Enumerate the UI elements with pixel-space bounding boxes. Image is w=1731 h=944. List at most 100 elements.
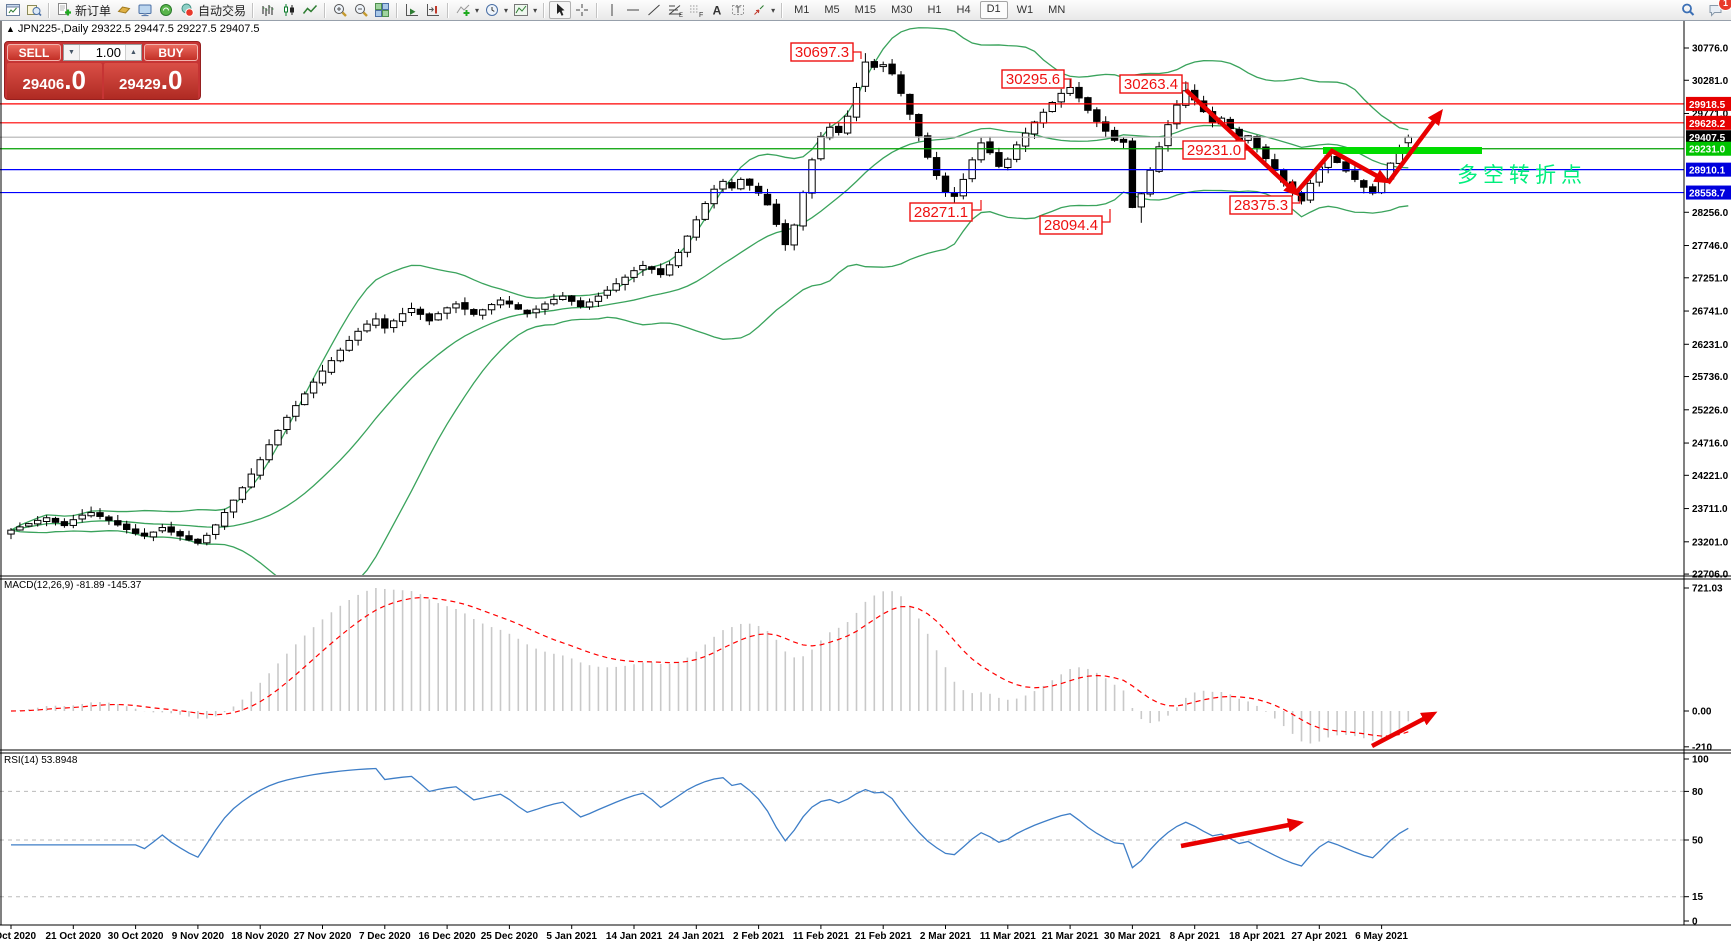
bar-chart-icon: [262, 5, 274, 16]
svg-text:28558.7: 28558.7: [1689, 189, 1726, 200]
templates-button[interactable]: ▾: [511, 1, 539, 19]
signal-button[interactable]: [156, 1, 176, 19]
signal-icon: [160, 4, 173, 16]
svg-text:30263.4: 30263.4: [1124, 76, 1178, 93]
terminal-button[interactable]: [135, 1, 155, 19]
arrows-tool-button[interactable]: ▾: [749, 1, 777, 19]
search-button[interactable]: [1678, 1, 1698, 19]
horizontal-line-tool-button[interactable]: [623, 1, 643, 19]
zoom-in-button[interactable]: [330, 1, 350, 19]
timeframe-m15[interactable]: M15: [854, 4, 877, 16]
chart-shift-button[interactable]: [423, 1, 443, 19]
svg-text:27 Nov 2020: 27 Nov 2020: [294, 931, 352, 942]
svg-text:24221.0: 24221.0: [1692, 471, 1729, 482]
profiles-button[interactable]: [24, 1, 44, 19]
svg-text:11 Mar 2021: 11 Mar 2021: [980, 931, 1037, 942]
cursor-tool-button[interactable]: [549, 1, 572, 19]
text-label-tool-button[interactable]: T: [728, 1, 748, 19]
tile-windows-button[interactable]: [372, 1, 392, 19]
indicators-icon: [456, 4, 470, 16]
volume-decrease-button[interactable]: ▼: [64, 45, 80, 60]
new-chart-button[interactable]: [3, 1, 23, 19]
timeframe-m5[interactable]: M5: [824, 4, 840, 16]
grid-tool-button[interactable]: F: [686, 1, 706, 19]
volume-increase-button[interactable]: ▲: [125, 45, 141, 60]
buy-price[interactable]: 29429.0: [103, 63, 198, 99]
svg-text:2 Mar 2021: 2 Mar 2021: [920, 931, 972, 942]
svg-text:23201.0: 23201.0: [1692, 537, 1729, 548]
buy-button[interactable]: BUY: [144, 44, 198, 61]
line-chart-button[interactable]: [300, 1, 320, 19]
svg-text:27251.0: 27251.0: [1692, 273, 1729, 284]
buy-price-pips: .0: [160, 65, 183, 95]
timeframe-h1[interactable]: H1: [927, 4, 942, 16]
svg-text:0: 0: [1692, 917, 1698, 928]
periods-button[interactable]: ▾: [482, 1, 510, 19]
svg-text:T: T: [735, 5, 741, 15]
new-order-icon: [58, 3, 71, 16]
rsi-indicator-label: RSI(14) 53.8948: [4, 755, 78, 766]
auto-scroll-button[interactable]: [402, 1, 422, 19]
svg-text:30697.3: 30697.3: [795, 44, 849, 61]
svg-text:28375.3: 28375.3: [1234, 197, 1288, 214]
svg-text:25 Dec 2020: 25 Dec 2020: [481, 931, 539, 942]
fibonacci-tool-button[interactable]: E: [665, 1, 685, 19]
macd-indicator-label: MACD(12,26,9) -81.89 -145.37: [4, 580, 142, 591]
svg-text:16 Dec 2020: 16 Dec 2020: [418, 931, 476, 942]
candlestick-chart-button[interactable]: [279, 1, 299, 19]
one-click-trade-panel: SELL ▼ 1.00 ▲ BUY 29406.0 29429.0: [4, 41, 201, 100]
chart-shift-icon: [427, 4, 440, 16]
timeframe-w1[interactable]: W1: [1016, 4, 1034, 16]
svg-text:27746.0: 27746.0: [1692, 241, 1729, 252]
svg-text:29231.0: 29231.0: [1187, 142, 1241, 159]
svg-text:29407.5: 29407.5: [1689, 133, 1726, 144]
toolbar-separator: [48, 2, 50, 18]
vertical-line-tool-button[interactable]: [602, 1, 622, 19]
bar-chart-button[interactable]: [258, 1, 278, 19]
svg-text:18 Nov 2020: 18 Nov 2020: [231, 931, 289, 942]
toolbar-separator: [781, 2, 784, 18]
new-order-button[interactable]: 新订单: [54, 1, 113, 19]
zoom-out-icon: [355, 4, 368, 17]
terminal-icon: [138, 4, 152, 17]
sell-price[interactable]: 29406.0: [7, 63, 102, 99]
svg-text:25226.0: 25226.0: [1692, 405, 1729, 416]
trendline-icon: [648, 4, 660, 16]
timeframe-d1[interactable]: D1: [979, 1, 1008, 19]
zoom-out-button[interactable]: [351, 1, 371, 19]
trendline-tool-button[interactable]: [644, 1, 664, 19]
toolbar-separator: [324, 2, 327, 18]
crosshair-icon: [576, 4, 589, 16]
svg-text:30 Oct 2020: 30 Oct 2020: [108, 931, 164, 942]
timeframe-h4[interactable]: H4: [956, 4, 971, 16]
svg-text:30776.0: 30776.0: [1692, 44, 1729, 55]
timeframe-m30[interactable]: M30: [891, 4, 913, 16]
svg-text:24716.0: 24716.0: [1692, 439, 1729, 450]
svg-text:29918.5: 29918.5: [1689, 100, 1726, 111]
text-tool-button[interactable]: A: [707, 1, 727, 19]
notifications-button[interactable]: 1: [1706, 0, 1731, 19]
toolbar-separator: [252, 2, 255, 18]
crosshair-tool-button[interactable]: [572, 1, 592, 19]
indicators-button[interactable]: ▾: [453, 1, 481, 19]
svg-text:0.00: 0.00: [1692, 707, 1712, 718]
chevron-down-icon: ▾: [475, 5, 480, 15]
sponge-button[interactable]: [114, 1, 134, 19]
sell-button[interactable]: SELL: [7, 44, 61, 61]
timeframe-m1[interactable]: M1: [794, 4, 810, 16]
svg-text:30295.6: 30295.6: [1006, 71, 1060, 88]
svg-text:2 Feb 2021: 2 Feb 2021: [733, 931, 785, 942]
svg-text:8 Apr 2021: 8 Apr 2021: [1170, 931, 1221, 942]
symbol-collapse-icon[interactable]: ▲: [6, 24, 15, 34]
candlestick-chart-icon: [284, 4, 295, 16]
svg-text:2 Oct 2020: 2 Oct 2020: [0, 931, 36, 942]
svg-text:29771.0: 29771.0: [1692, 109, 1729, 120]
template-icon: [514, 4, 529, 16]
new-order-label: 新订单: [75, 3, 112, 18]
timeframe-mn[interactable]: MN: [1048, 4, 1066, 16]
svg-text:28256.0: 28256.0: [1692, 208, 1729, 219]
volume-value[interactable]: 1.00: [95, 45, 121, 60]
buy-price-main: 29429: [119, 76, 161, 93]
autotrading-button[interactable]: 自动交易: [177, 1, 248, 19]
